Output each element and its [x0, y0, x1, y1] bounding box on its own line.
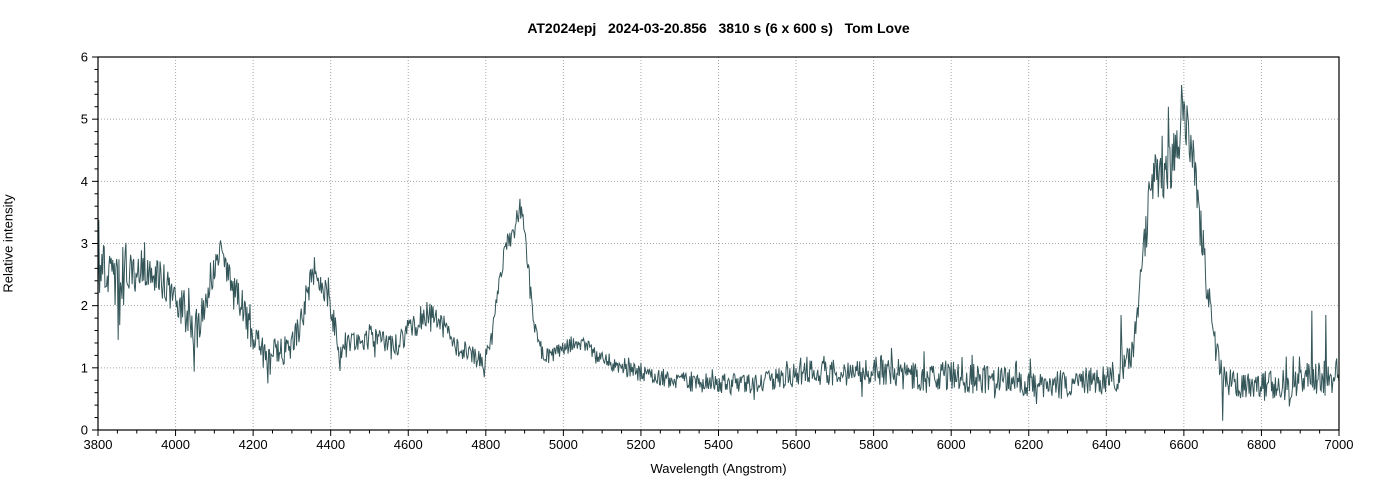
svg-text:4200: 4200	[239, 437, 268, 452]
svg-text:6800: 6800	[1247, 437, 1276, 452]
svg-text:4400: 4400	[316, 437, 345, 452]
svg-text:6400: 6400	[1092, 437, 1121, 452]
svg-text:4: 4	[81, 174, 88, 189]
svg-text:6600: 6600	[1169, 437, 1198, 452]
svg-text:2: 2	[81, 298, 88, 313]
svg-text:4600: 4600	[394, 437, 423, 452]
svg-text:4800: 4800	[471, 437, 500, 452]
svg-text:1: 1	[81, 360, 88, 375]
svg-text:6000: 6000	[937, 437, 966, 452]
svg-text:5400: 5400	[704, 437, 733, 452]
spectrum-line	[98, 84, 1339, 421]
x-axis-title: Wavelength (Angstrom)	[650, 461, 787, 476]
tick-labels: 3800 4000 4200 4400 4600 4800 5000 5200 5400 5600…	[81, 50, 1354, 453]
svg-text:5600: 5600	[782, 437, 811, 452]
plot-frame	[97, 56, 1340, 431]
svg-text:3: 3	[81, 236, 88, 251]
svg-text:0: 0	[81, 423, 88, 438]
svg-text:3800: 3800	[84, 437, 113, 452]
gridlines	[98, 57, 1339, 430]
svg-text:4000: 4000	[161, 437, 190, 452]
svg-text:7000: 7000	[1325, 437, 1354, 452]
svg-text:5: 5	[81, 112, 88, 127]
svg-text:6: 6	[81, 50, 88, 65]
svg-text:5000: 5000	[549, 437, 578, 452]
chart-title: AT2024epj 2024-03-20.856 3810 s (6 x 600…	[527, 20, 910, 36]
svg-text:6200: 6200	[1014, 437, 1043, 452]
svg-text:5800: 5800	[859, 437, 888, 452]
svg-text:5200: 5200	[626, 437, 655, 452]
